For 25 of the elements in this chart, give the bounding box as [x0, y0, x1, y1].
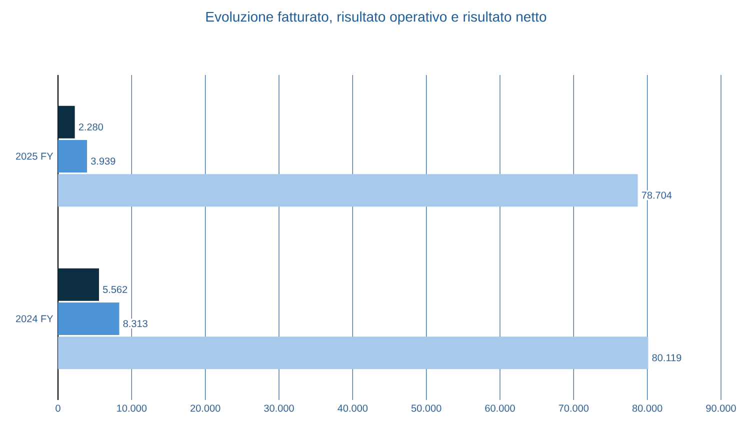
- bar: [58, 140, 88, 172]
- x-tick-label: 70.000: [558, 404, 589, 412]
- x-tick-label: 30.000: [264, 404, 294, 412]
- x-tick-label: 0: [56, 404, 60, 412]
- bar: [58, 268, 99, 301]
- x-tick-label: 90.000: [706, 404, 736, 412]
- y-tick-label: 2025 FY: [16, 152, 54, 160]
- bar: [58, 302, 120, 335]
- x-tick-label: 80.000: [632, 404, 662, 412]
- x-tick-label: 40.000: [338, 404, 368, 412]
- x-tick-label: 60.000: [485, 404, 515, 412]
- y-tick-label: 2024 FY: [16, 315, 54, 322]
- x-tick-label: 50.000: [411, 404, 442, 412]
- data-label: 5.562: [102, 286, 128, 294]
- data-label: 3.939: [91, 158, 116, 165]
- chart-title: Evoluzione fatturato, risultato operativo e risultato netto: [206, 11, 546, 25]
- bar: [58, 336, 648, 370]
- data-label: 8.313: [123, 320, 148, 328]
- data-label: 80.119: [652, 354, 682, 362]
- bar: [58, 174, 638, 207]
- data-label: 78.704: [642, 192, 672, 199]
- x-tick-label: 10.000: [117, 404, 147, 412]
- bar: [58, 106, 75, 138]
- x-tick-label: 20.000: [190, 404, 220, 412]
- data-label: 2.280: [78, 123, 104, 131]
